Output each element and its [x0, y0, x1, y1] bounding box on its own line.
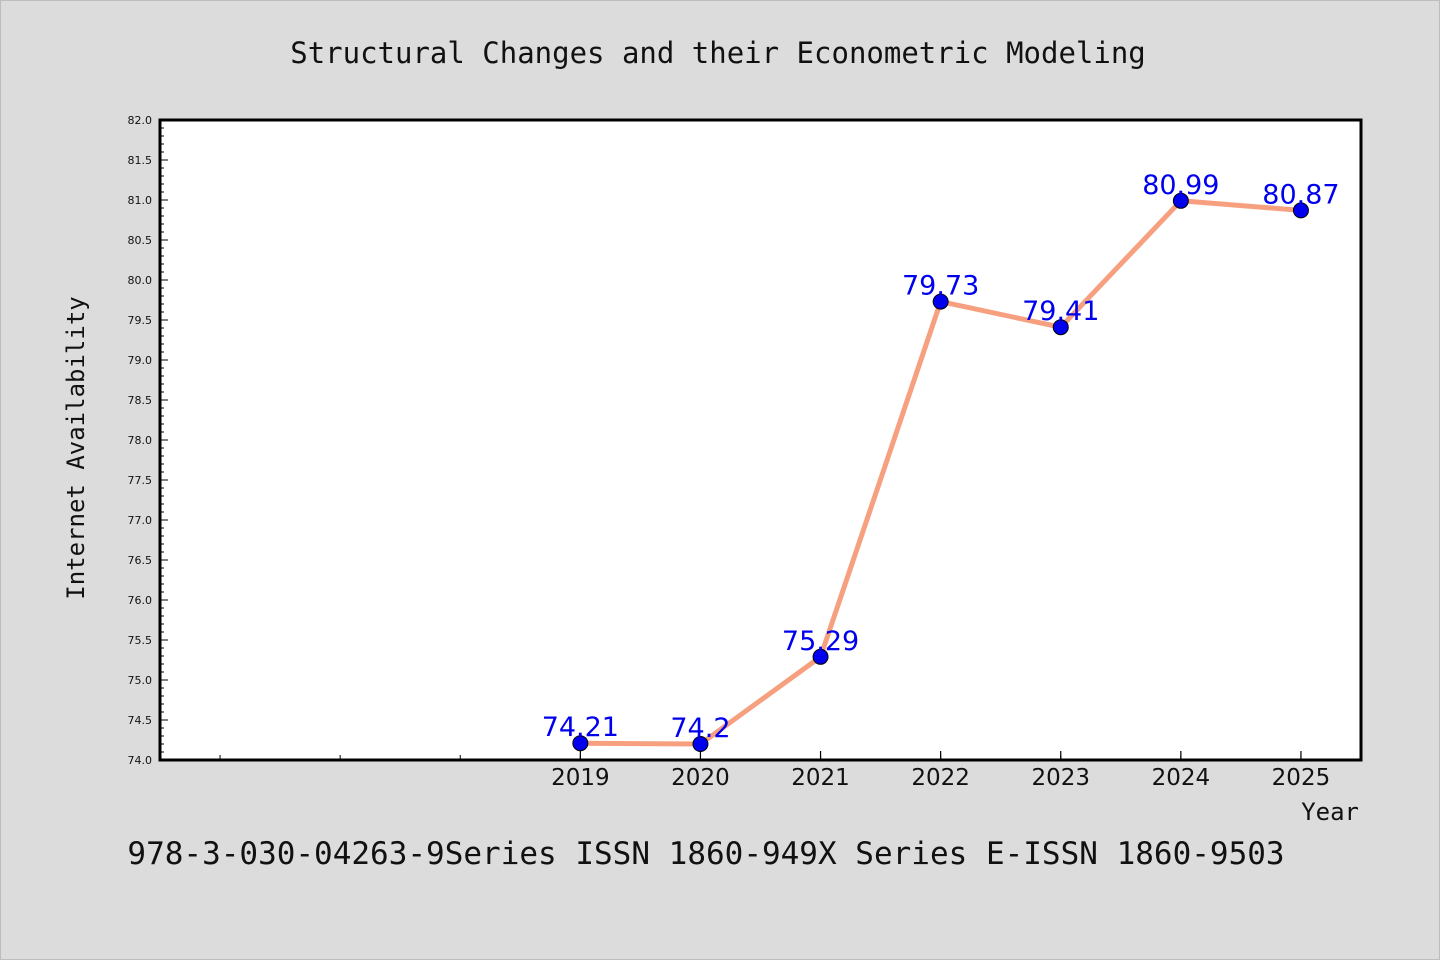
data-label: 74.2 [670, 713, 730, 744]
y-tick-label: 78.0 [128, 434, 153, 447]
data-label: 75.29 [782, 626, 859, 657]
data-label: 80.99 [1142, 170, 1219, 201]
x-axis-label: Year [1301, 798, 1359, 826]
x-tick-label: 2023 [1031, 765, 1090, 791]
x-tick-label: 2025 [1272, 765, 1331, 791]
x-tick-label: 2024 [1152, 765, 1211, 791]
y-tick-label: 81.5 [128, 154, 153, 167]
data-label: 80.87 [1262, 179, 1339, 210]
x-axis: 2019 2020 2021 2022 2023 2024 2025 [219, 751, 1331, 791]
y-axis-label: Internet Availability [62, 296, 90, 599]
chart-title: Structural Changes and their Econometric… [290, 36, 1146, 70]
data-point-marker [692, 736, 709, 752]
data-point-marker [1292, 202, 1309, 219]
y-tick-label: 80.5 [128, 234, 153, 247]
x-tick-label: 2021 [791, 765, 850, 791]
data-point-marker [932, 293, 949, 310]
footer-isbn-text: 978-3-030-04263-9Series ISSN 1860-949X S… [127, 836, 1284, 872]
y-axis: 74.0 74.5 75.0 75.5 76.0 76.5 77.0 77.5 78.0 78.5… [128, 114, 168, 767]
x-tick-label: 2019 [551, 765, 610, 791]
y-tick-label: 76.0 [128, 594, 153, 607]
data-label: 74.21 [542, 712, 619, 743]
y-tick-label: 75.5 [128, 634, 153, 647]
data-point-marker [1172, 192, 1189, 209]
y-tick-label: 81.0 [128, 194, 153, 207]
y-tick-label: 77.5 [128, 474, 153, 487]
y-tick-label: 74.5 [128, 714, 153, 727]
y-tick-label: 74.0 [128, 754, 153, 767]
data-point-marker [1052, 319, 1069, 336]
data-point-marker [812, 648, 829, 665]
x-tick-label: 2020 [671, 765, 730, 791]
data-label: 79.73 [902, 271, 979, 302]
y-tick-label: 80.0 [128, 274, 153, 287]
y-tick-label: 76.5 [128, 554, 153, 567]
data-point-marker [572, 735, 589, 752]
y-tick-label: 78.5 [128, 394, 153, 407]
y-tick-label: 82.0 [128, 114, 153, 127]
x-tick-label: 2022 [911, 765, 970, 791]
y-tick-label: 77.0 [128, 514, 153, 527]
plot-area [158, 118, 1363, 762]
y-tick-label: 75.0 [128, 674, 153, 687]
y-tick-label: 79.5 [128, 314, 153, 327]
series-layer: 74.21 74.2 75.29 79.73 79.41 80.99 80.87 [542, 170, 1340, 752]
data-label: 79.41 [1022, 296, 1099, 327]
y-tick-label: 79.0 [128, 354, 153, 367]
